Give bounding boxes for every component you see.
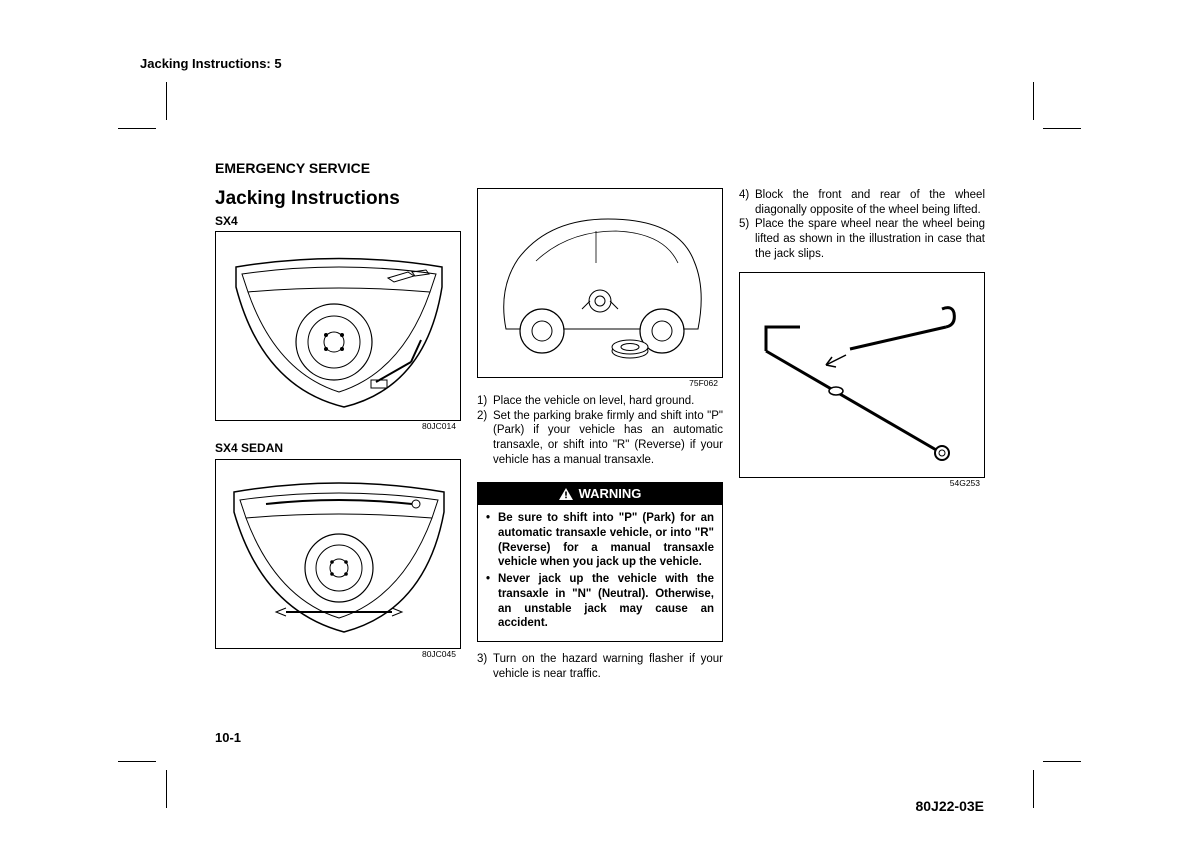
crop-mark [1043,761,1081,762]
figure-code: 80JC014 [422,421,456,432]
page: Jacking Instructions: 5 EMERGENCY SERVIC… [0,0,1200,848]
figure-label-sx4: SX4 [215,214,461,229]
breadcrumb: Jacking Instructions: 5 [140,56,282,71]
document-code: 80J22-03E [915,798,984,814]
list-text: Block the front and rear of the wheel di… [755,188,985,217]
step-list-4-5: 4)Block the front and rear of the wheel … [739,188,985,262]
warning-item: Never jack up the vehicle with the trans… [486,572,714,631]
figure-jack-handle: 54G253 [739,272,985,478]
column-3: 4)Block the front and rear of the wheel … [739,188,985,478]
figure-sx4-sedan-trunk: 80JC045 [215,459,461,649]
list-item: 1)Place the vehicle on level, hard groun… [477,394,723,409]
list-item: 2)Set the parking brake firmly and shift… [477,409,723,468]
figure-code: 54G253 [950,478,980,489]
trunk-diagram-icon [216,232,462,422]
jack-handle-icon [740,273,986,479]
step-list-1-2: 1)Place the vehicle on level, hard groun… [477,394,723,468]
crop-mark [166,82,167,120]
list-number: 2) [477,409,493,468]
crop-mark [1033,770,1034,808]
list-number: 1) [477,394,493,409]
list-item: 4)Block the front and rear of the wheel … [739,188,985,217]
warning-heading: WARNING [478,483,722,506]
warning-text: Be sure to shift into "P" (Park) for an … [498,511,714,570]
list-text: Set the parking brake firmly and shift i… [493,409,723,468]
list-number: 3) [477,652,493,681]
step-list-3: 3)Turn on the hazard warning flasher if … [477,652,723,681]
crop-mark [1043,128,1081,129]
warning-text: Never jack up the vehicle with the trans… [498,572,714,631]
vehicle-side-icon [478,189,724,379]
figure-code: 80JC045 [422,649,456,660]
page-title: Jacking Instructions [215,188,400,210]
figure-sx4-trunk: 80JC014 [215,231,461,421]
crop-mark [1033,82,1034,120]
warning-body: Be sure to shift into "P" (Park) for an … [478,505,722,641]
figure-vehicle-side: 75F062 [477,188,723,378]
list-text: Place the vehicle on level, hard ground. [493,394,723,409]
page-number: 10-1 [215,730,241,745]
list-number: 5) [739,217,755,261]
section-heading: EMERGENCY SERVICE [215,160,370,176]
list-item: 5)Place the spare wheel near the wheel b… [739,217,985,261]
figure-label-sx4-sedan: SX4 SEDAN [215,441,461,456]
crop-mark [118,761,156,762]
column-2: 75F062 1)Place the vehicle on level, har… [477,188,723,681]
warning-triangle-icon [559,488,573,500]
list-number: 4) [739,188,755,217]
warning-label: WARNING [579,486,642,503]
column-1: SX4 80JC014 SX4 SEDAN [215,210,461,649]
trunk-diagram-icon [216,460,462,650]
figure-code: 75F062 [689,378,718,389]
crop-mark [166,770,167,808]
crop-mark [118,128,156,129]
list-item: 3)Turn on the hazard warning flasher if … [477,652,723,681]
list-text: Place the spare wheel near the wheel bei… [755,217,985,261]
warning-box: WARNING Be sure to shift into "P" (Park)… [477,482,723,642]
list-text: Turn on the hazard warning flasher if yo… [493,652,723,681]
warning-item: Be sure to shift into "P" (Park) for an … [486,511,714,570]
